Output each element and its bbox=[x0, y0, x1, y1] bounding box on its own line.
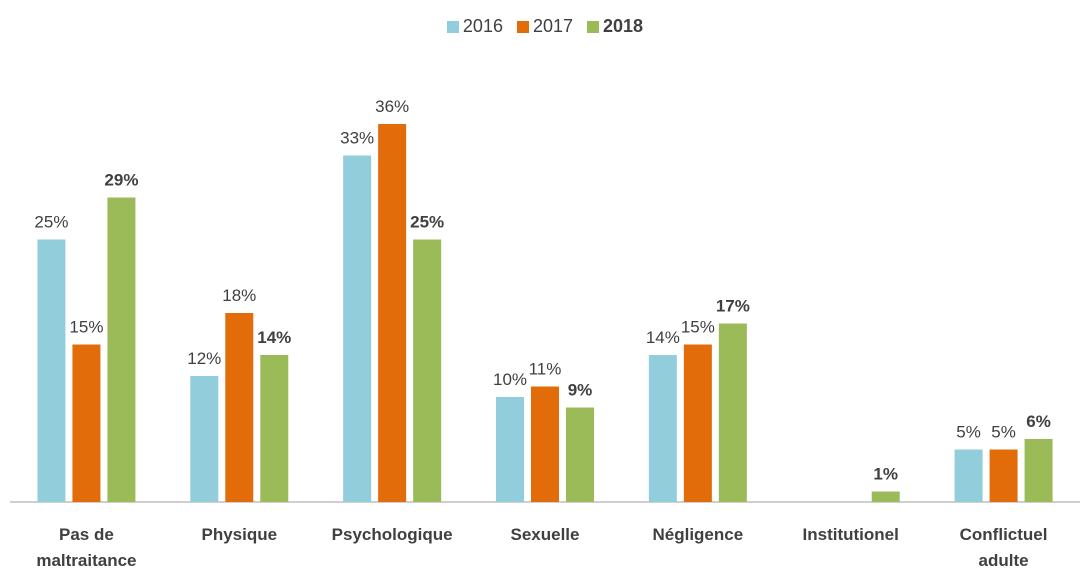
data-label: 14% bbox=[646, 328, 680, 347]
x-tick-label: Institutionel bbox=[802, 525, 899, 544]
data-label: 15% bbox=[69, 318, 103, 337]
bar bbox=[718, 323, 747, 502]
data-label: 25% bbox=[410, 213, 444, 232]
bar bbox=[107, 197, 136, 502]
bar bbox=[343, 155, 372, 502]
bar bbox=[190, 376, 219, 502]
legend-item: 2017 bbox=[516, 16, 574, 37]
bar bbox=[683, 344, 712, 502]
legend-label: 2016 bbox=[462, 16, 503, 36]
data-label: 15% bbox=[681, 318, 715, 337]
bar bbox=[531, 386, 559, 502]
bar bbox=[1024, 439, 1053, 502]
legend-swatch bbox=[587, 20, 600, 33]
legend-item: 2018 bbox=[587, 16, 643, 37]
bar bbox=[871, 491, 900, 502]
data-label: 10% bbox=[493, 370, 527, 389]
legend-label: 2018 bbox=[603, 16, 644, 36]
data-label: 36% bbox=[375, 97, 409, 116]
bar bbox=[954, 449, 983, 502]
data-label: 1% bbox=[873, 465, 898, 484]
data-label: 14% bbox=[257, 328, 291, 347]
legend-swatch bbox=[446, 20, 459, 33]
data-label: 33% bbox=[340, 129, 374, 148]
data-label: 18% bbox=[222, 286, 256, 305]
legend-label: 2017 bbox=[532, 16, 574, 36]
data-label: 5% bbox=[956, 423, 981, 442]
legend-item: 2016 bbox=[446, 16, 503, 37]
x-tick-label: Psychologique bbox=[331, 525, 453, 544]
data-label: 29% bbox=[104, 171, 138, 190]
bar bbox=[496, 397, 524, 502]
bar bbox=[378, 124, 407, 502]
data-label: 25% bbox=[34, 213, 68, 232]
data-label: 11% bbox=[529, 360, 562, 379]
bar bbox=[413, 239, 442, 502]
bar bbox=[225, 313, 254, 502]
x-tick-label: Sexuelle bbox=[510, 525, 580, 544]
x-tick-label: Physique bbox=[201, 525, 278, 544]
legend-swatch bbox=[516, 20, 529, 33]
x-tick-label: Négligence bbox=[652, 525, 744, 544]
x-tick-label: Pas de maltraitance bbox=[36, 525, 137, 570]
legend: 2016 2017 2018 bbox=[0, 16, 1090, 37]
bar bbox=[260, 355, 289, 502]
data-label: 5% bbox=[991, 423, 1016, 442]
bar bbox=[566, 407, 594, 502]
data-label: 17% bbox=[716, 297, 750, 316]
bar bbox=[72, 344, 101, 502]
x-tick-label: Conflictuel adulte bbox=[959, 525, 1048, 570]
bar bbox=[989, 449, 1018, 502]
data-label: 9% bbox=[568, 381, 593, 400]
data-label: 6% bbox=[1026, 412, 1051, 431]
bar bbox=[37, 239, 66, 502]
bar bbox=[648, 355, 677, 502]
data-label: 12% bbox=[187, 349, 221, 368]
